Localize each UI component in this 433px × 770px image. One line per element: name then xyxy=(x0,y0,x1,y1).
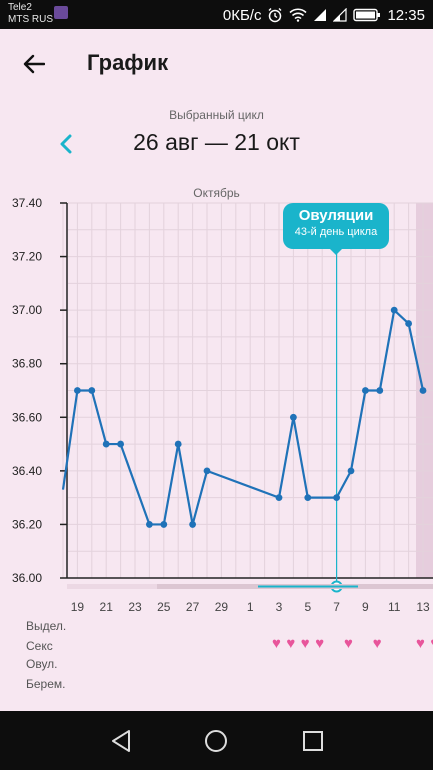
carrier-name-1: Tele2 xyxy=(8,2,32,13)
row-label-ovulation: Овул. xyxy=(26,657,58,671)
data-point xyxy=(390,306,398,314)
status-indicators: 0КБ/с 12:35 xyxy=(217,5,425,25)
app-bar: График xyxy=(0,29,433,99)
month-label: Октябрь xyxy=(193,186,240,200)
data-point xyxy=(376,387,384,394)
y-tick-label: 36.40 xyxy=(12,464,42,478)
row-label-pregnancy: Берем. xyxy=(26,677,66,691)
data-point xyxy=(189,521,197,528)
status-bar: Tele2 MTS RUS 0КБ/с 12:35 xyxy=(0,0,433,29)
x-tick-label: 9 xyxy=(362,600,369,614)
page-title: График xyxy=(87,50,169,75)
y-tick-label: 37.20 xyxy=(12,250,42,264)
previous-cycle-button[interactable] xyxy=(54,130,78,158)
heart-icon: ♥ xyxy=(286,635,296,652)
cycle-range: 26 авг — 21 окт xyxy=(133,129,300,155)
navigation-bar xyxy=(0,711,433,770)
heart-icon: ♥ xyxy=(300,635,310,652)
x-tick-label: 11 xyxy=(388,600,401,614)
heart-icon: ♥ xyxy=(344,635,353,652)
data-point xyxy=(88,387,96,394)
arrow-left-icon xyxy=(23,54,45,74)
cycle-label: Выбранный цикл xyxy=(169,108,264,122)
y-tick-label: 37.40 xyxy=(12,196,42,210)
signal-icon-1 xyxy=(314,9,327,21)
x-tick-label: 7 xyxy=(333,600,340,614)
signal-icon-2 xyxy=(333,8,348,22)
battery-icon xyxy=(353,8,381,22)
back-button[interactable] xyxy=(16,49,52,79)
nav-home-icon[interactable] xyxy=(204,729,228,753)
row-label-sex: Секс xyxy=(26,639,53,653)
x-tick-label: 27 xyxy=(186,600,200,614)
carrier-name-2: MTS RUS xyxy=(8,14,53,25)
x-tick-label: 21 xyxy=(100,600,114,614)
x-tick-label: 1 xyxy=(247,600,254,614)
y-tick-label: 36.20 xyxy=(12,517,42,531)
x-tick-label: 25 xyxy=(157,600,171,614)
wifi-icon xyxy=(289,8,308,22)
heart-icon: ♥ xyxy=(315,635,325,652)
x-tick-label: 29 xyxy=(215,600,229,614)
heart-icon: ♥ xyxy=(416,635,425,652)
x-tick-label: 19 xyxy=(71,600,85,614)
alarm-icon xyxy=(268,8,282,23)
heart-icon: ♥ xyxy=(430,636,433,652)
y-tick-label: 37.00 xyxy=(12,303,42,317)
sex-row-markers: ♥♥♥♥♥♥♥♥ xyxy=(0,636,433,654)
data-point xyxy=(290,413,297,421)
clock: 12:35 xyxy=(387,6,425,24)
x-tick-label: 3 xyxy=(276,600,283,614)
data-point xyxy=(160,521,168,528)
data-point xyxy=(74,387,81,394)
x-tick-label: 23 xyxy=(128,600,142,614)
network-speed: 0КБ/с xyxy=(222,6,262,24)
temperature-chart[interactable]: 37.40 37.20 37.00 36.80 36.60 36.40 36.20 36.00… xyxy=(0,190,433,620)
data-point xyxy=(174,440,182,448)
ovulation-callout-pointer xyxy=(329,248,343,255)
data-point xyxy=(405,320,412,327)
y-tick-label: 36.80 xyxy=(12,357,42,371)
ovulation-subtitle: 43-й день цикла xyxy=(294,226,378,238)
data-point xyxy=(146,521,153,528)
ovulation-title: Овуляции xyxy=(298,207,374,224)
heart-icon: ♥ xyxy=(272,635,281,652)
y-tick-label: 36.60 xyxy=(12,410,42,424)
data-point xyxy=(102,440,110,448)
nav-recents-icon[interactable] xyxy=(302,730,324,752)
data-point xyxy=(117,440,124,448)
heart-icon: ♥ xyxy=(372,635,382,652)
x-tick-label: 5 xyxy=(304,600,311,614)
data-point xyxy=(304,494,312,502)
data-point xyxy=(419,387,427,394)
chevron-left-icon xyxy=(60,134,72,154)
carrier-info: Tele2 MTS RUS xyxy=(8,2,53,26)
data-point xyxy=(203,467,211,475)
data-point xyxy=(275,494,283,502)
row-label-bleeding: Выдел. xyxy=(26,619,67,633)
data-point xyxy=(333,494,340,502)
gallery-notification-icon xyxy=(54,6,68,19)
ovulation-callout: Овуляции 43-й день цикла xyxy=(283,203,389,249)
y-tick-label: 36.00 xyxy=(12,571,42,585)
nav-back-icon[interactable] xyxy=(109,728,133,754)
data-point xyxy=(362,387,369,394)
x-tick-label: 13 xyxy=(416,600,430,614)
data-point xyxy=(347,467,355,475)
